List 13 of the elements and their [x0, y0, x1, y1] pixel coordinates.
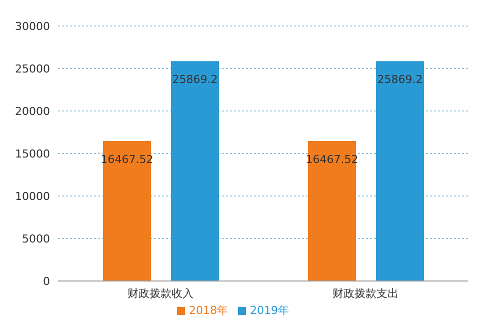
- legend-label: 2019年: [250, 304, 289, 317]
- y-tick-label: 20000: [15, 104, 50, 118]
- y-tick-label: 0: [43, 274, 50, 288]
- data-label: 25869.2: [172, 72, 218, 86]
- legend-label: 2018年: [189, 304, 228, 317]
- data-label: 25869.2: [377, 72, 423, 86]
- y-tick-label: 25000: [15, 62, 50, 76]
- x-tick-label: 财政拨款支出: [332, 286, 398, 300]
- y-tick-label: 30000: [15, 20, 50, 33]
- y-tick-label: 10000: [15, 190, 50, 203]
- y-tick-label: 15000: [15, 147, 50, 160]
- y-tick-label: 5000: [22, 232, 50, 246]
- x-tick-label: 财政拨款收入: [128, 286, 194, 300]
